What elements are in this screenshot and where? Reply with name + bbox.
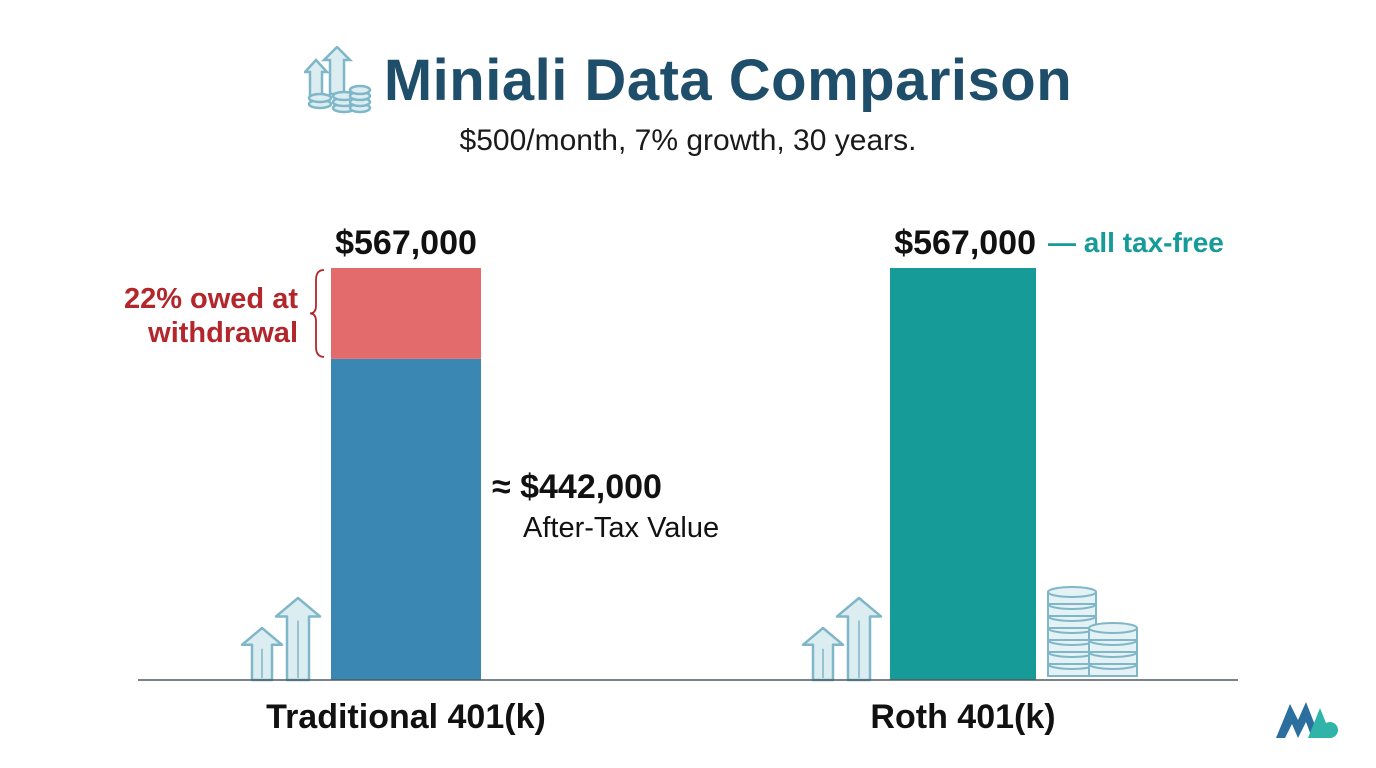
tax-owed-line: withdrawal: [147, 317, 298, 349]
coin-top: [1047, 586, 1097, 598]
tax-free-label: — all tax-free: [1048, 227, 1224, 258]
coin-top: [1088, 622, 1138, 634]
title-row: Miniali Data Comparison: [0, 40, 1376, 120]
bar-traditional-after-tax: [331, 358, 481, 680]
after-tax-caption: After-Tax Value: [523, 512, 719, 544]
coin-stacks-icon: [1088, 622, 1138, 677]
tax-owed-line: 22% owed at: [124, 283, 298, 315]
total-label: $567,000: [894, 224, 1036, 262]
after-tax-value-label: ≈ $442,000: [492, 468, 662, 506]
labels-layer: Traditional 401(k) Roth 401(k) $567,000 $56…: [124, 224, 1224, 736]
tax-owed-bracket: [309, 269, 325, 358]
decorations: [240, 586, 1138, 682]
category-label: Roth 401(k): [870, 698, 1055, 736]
bar-traditional-tax-owed: [331, 268, 481, 359]
bars-layer: [331, 268, 1036, 680]
tax-owed-label: 22% owed at withdrawal: [124, 283, 298, 349]
total-label: $567,000: [335, 224, 477, 262]
coin-stack-growth-icon: [303, 46, 372, 114]
category-label: Traditional 401(k): [266, 698, 546, 736]
coin-stacks-icon: [1047, 586, 1097, 677]
page-title: Miniali Data Comparison: [383, 47, 1073, 113]
bar-roth: [890, 268, 1036, 680]
page-subtitle: $500/month, 7% growth, 30 years.: [459, 124, 917, 157]
brand-logo-icon: [1276, 702, 1338, 738]
